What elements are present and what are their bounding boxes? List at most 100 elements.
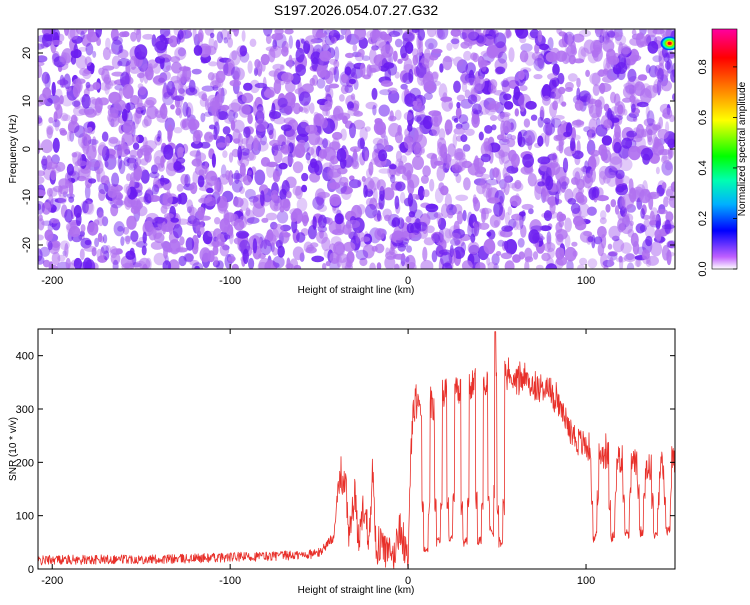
heatmap-cell: [278, 162, 288, 170]
heatmap-cell: [305, 152, 311, 161]
heatmap-cell: [480, 141, 492, 158]
heatmap-cell: [248, 196, 259, 203]
heatmap-cell: [378, 104, 390, 117]
heatmap-cell: [163, 144, 174, 160]
heatmap-cell: [418, 40, 424, 57]
heatmap-cell: [117, 58, 131, 67]
heatmap-cell: [38, 119, 43, 126]
heatmap-cell: [505, 76, 519, 82]
heatmap-cell: [264, 260, 278, 269]
heatmap-cell: [646, 110, 655, 126]
heatmap-cell: [631, 33, 644, 40]
heatmap-cell: [68, 119, 75, 135]
colorbar-tick-label: 0.2: [697, 211, 709, 226]
heatmap-cell: [571, 119, 585, 128]
heatmap-cell: [484, 141, 490, 156]
heatmap-cell: [670, 69, 675, 83]
heatmap-cell: [452, 204, 463, 215]
top-y-ticks: -20 -10 0 10 20: [21, 47, 675, 253]
x-tick-label: 100: [577, 275, 595, 287]
heatmap-cell: [607, 243, 613, 250]
heatmap-cell: [54, 117, 60, 132]
heatmap-cell: [359, 62, 366, 78]
heatmap-cell: [537, 116, 544, 128]
heatmap-cell: [555, 166, 567, 182]
heatmap-cell: [233, 67, 245, 81]
heatmap-cell: [198, 215, 211, 221]
heatmap-cell: [38, 34, 50, 43]
heatmap-cell: [269, 196, 282, 212]
heatmap-cell: [607, 55, 620, 65]
heatmap-cell: [54, 198, 67, 203]
heatmap-cell: [394, 263, 400, 269]
heatmap-cell: [389, 246, 395, 256]
heatmap-cell: [352, 44, 358, 52]
heatmap-cell: [562, 157, 569, 173]
heatmap-cell: [59, 95, 64, 105]
heatmap-cell: [157, 130, 162, 140]
heatmap-cell: [465, 128, 475, 136]
heatmap-cell: [207, 72, 215, 81]
bottom-y-ticks: 0 100 200 300 400: [16, 351, 675, 576]
heatmap-cell: [153, 252, 166, 266]
heatmap-cell: [438, 229, 445, 243]
heatmap-cell: [223, 61, 229, 76]
heatmap-cell: [543, 122, 556, 136]
heatmap-cell: [68, 196, 75, 203]
heatmap-cell: [573, 215, 584, 227]
heatmap-cell: [436, 214, 442, 226]
heatmap-cell: [374, 228, 385, 241]
heatmap-cell: [41, 202, 52, 215]
heatmap-cell: [566, 259, 574, 269]
heatmap-cell: [92, 50, 97, 58]
heatmap-cell: [422, 72, 434, 89]
heatmap-cell: [553, 134, 562, 142]
heatmap-cell: [252, 238, 258, 254]
heatmap-cell: [180, 118, 192, 131]
heatmap-cell: [50, 218, 60, 224]
heatmap-cell: [225, 170, 231, 181]
heatmap-cell: [520, 104, 525, 112]
heatmap-cell: [605, 204, 611, 213]
heatmap-cell: [273, 149, 283, 164]
heatmap-cell: [153, 75, 166, 86]
heatmap-cell: [572, 33, 585, 43]
heatmap-cell: [121, 31, 130, 38]
heatmap-cell: [620, 220, 633, 235]
heatmap-cell: [46, 126, 53, 139]
heatmap-cell: [451, 232, 461, 240]
heatmap-cell: [189, 259, 200, 266]
heatmap-cell: [60, 51, 68, 65]
heatmap-cell: [277, 245, 285, 258]
heatmap-cell: [464, 73, 476, 83]
heatmap-cell: [546, 162, 559, 168]
heatmap-cell: [272, 247, 278, 256]
heatmap-cell: [47, 241, 53, 251]
heatmap-cell: [242, 175, 252, 186]
heatmap-cell: [238, 103, 251, 118]
heatmap-cell: [232, 128, 241, 144]
heatmap-cell: [652, 55, 662, 63]
heatmap-cell: [665, 211, 674, 223]
heatmap-cell: [64, 209, 73, 223]
heatmap-cell: [602, 174, 611, 184]
heatmap-cell: [416, 102, 426, 114]
heatmap-cell: [448, 102, 453, 110]
heatmap-cell: [416, 221, 428, 232]
heatmap-cell: [65, 257, 71, 269]
heatmap-cell: [55, 104, 63, 119]
heatmap-cell: [451, 163, 464, 174]
heatmap-cell: [141, 63, 153, 77]
heatmap-cell: [270, 190, 279, 199]
heatmap-cell: [500, 151, 511, 164]
heatmap-cell: [428, 42, 434, 50]
heatmap-cell: [64, 243, 69, 258]
heatmap-cell: [417, 47, 423, 56]
heatmap-cell: [567, 73, 578, 82]
heatmap-cell: [519, 85, 528, 92]
heatmap-cell: [266, 123, 274, 136]
heatmap-cell: [403, 197, 413, 207]
heatmap-cell: [246, 217, 260, 224]
heatmap-cell: [555, 191, 560, 206]
heatmap-cell: [564, 81, 574, 90]
